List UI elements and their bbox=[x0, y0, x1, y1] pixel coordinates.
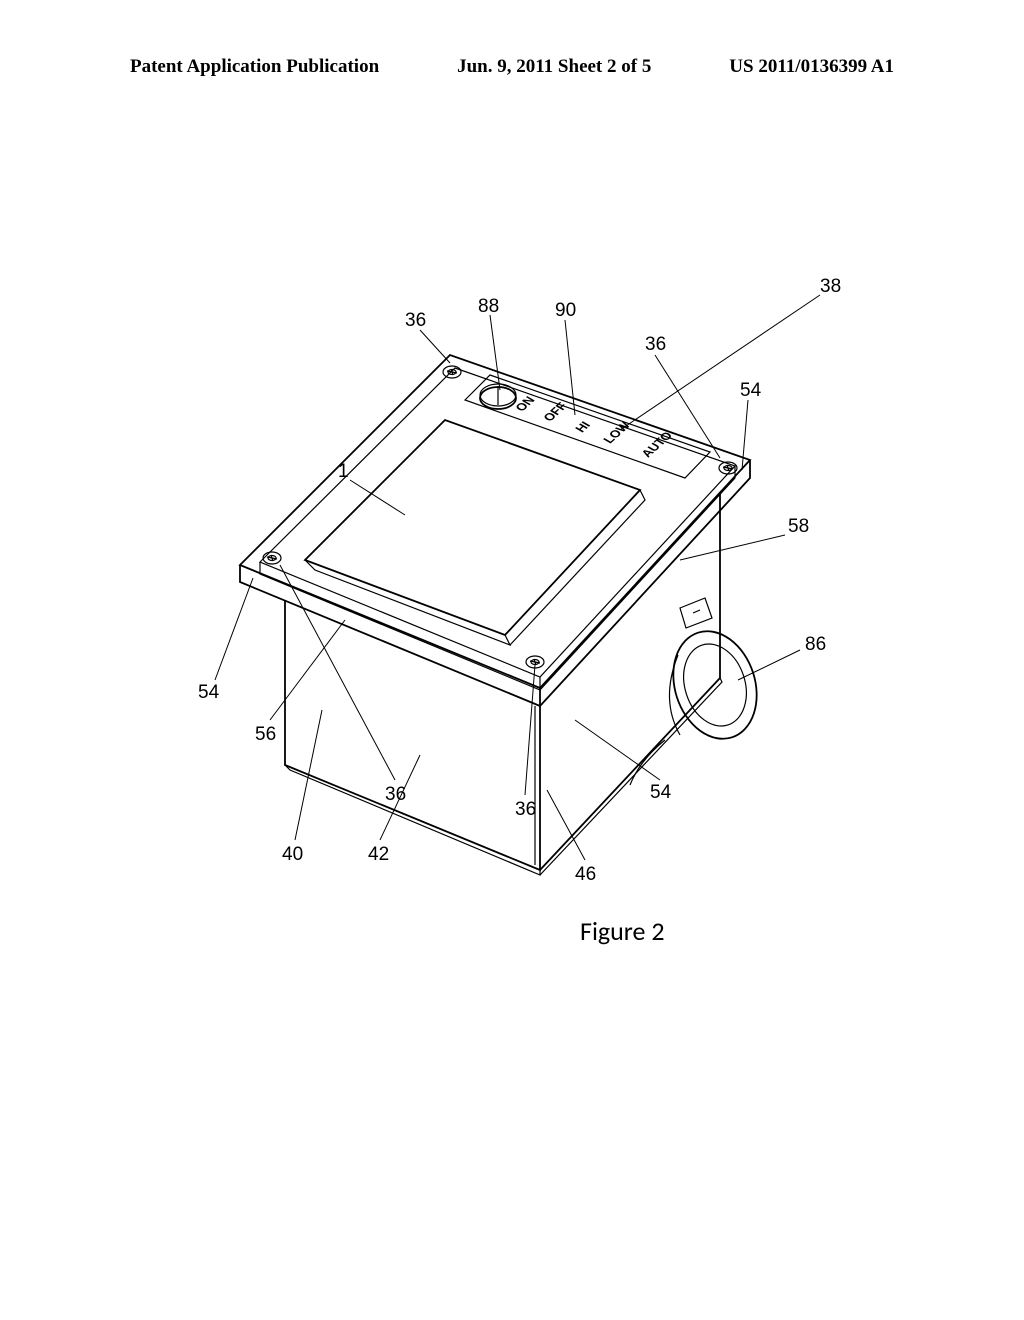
ref-40: 40 bbox=[282, 844, 303, 865]
ref-86: 86 bbox=[805, 634, 826, 655]
ref-56: 56 bbox=[255, 724, 276, 745]
figure-svg: ON OFF HI LOW AUTO bbox=[120, 200, 900, 1020]
screw-tl bbox=[443, 366, 461, 378]
ref-38: 38 bbox=[820, 276, 841, 297]
ref-36c: 36 bbox=[385, 784, 406, 805]
ref-90: 90 bbox=[555, 300, 576, 321]
header-left: Patent Application Publication bbox=[130, 56, 379, 78]
figure-2: ON OFF HI LOW AUTO bbox=[120, 200, 900, 1020]
ref-54a: 54 bbox=[198, 682, 220, 703]
ref-54b: 54 bbox=[740, 380, 762, 401]
ref-42: 42 bbox=[368, 844, 389, 865]
header-right: US 2011/0136399 A1 bbox=[729, 56, 894, 78]
ref-58: 58 bbox=[788, 516, 809, 537]
ref-1: 1 bbox=[338, 461, 349, 482]
ref-46: 46 bbox=[575, 864, 596, 885]
ref-36a: 36 bbox=[405, 310, 426, 331]
header-center: Jun. 9, 2011 Sheet 2 of 5 bbox=[457, 56, 651, 78]
panel-label-off: OFF bbox=[540, 400, 571, 424]
ref-54c: 54 bbox=[650, 782, 672, 803]
ref-36b: 36 bbox=[645, 334, 666, 355]
panel-label-hi: HI bbox=[572, 419, 593, 434]
ref-36d: 36 bbox=[515, 799, 536, 820]
ref-88: 88 bbox=[478, 296, 499, 317]
figure-caption: Figure 2 bbox=[580, 915, 665, 947]
page-header: Patent Application Publication Jun. 9, 2… bbox=[0, 56, 1024, 78]
screw-bl bbox=[263, 552, 281, 564]
